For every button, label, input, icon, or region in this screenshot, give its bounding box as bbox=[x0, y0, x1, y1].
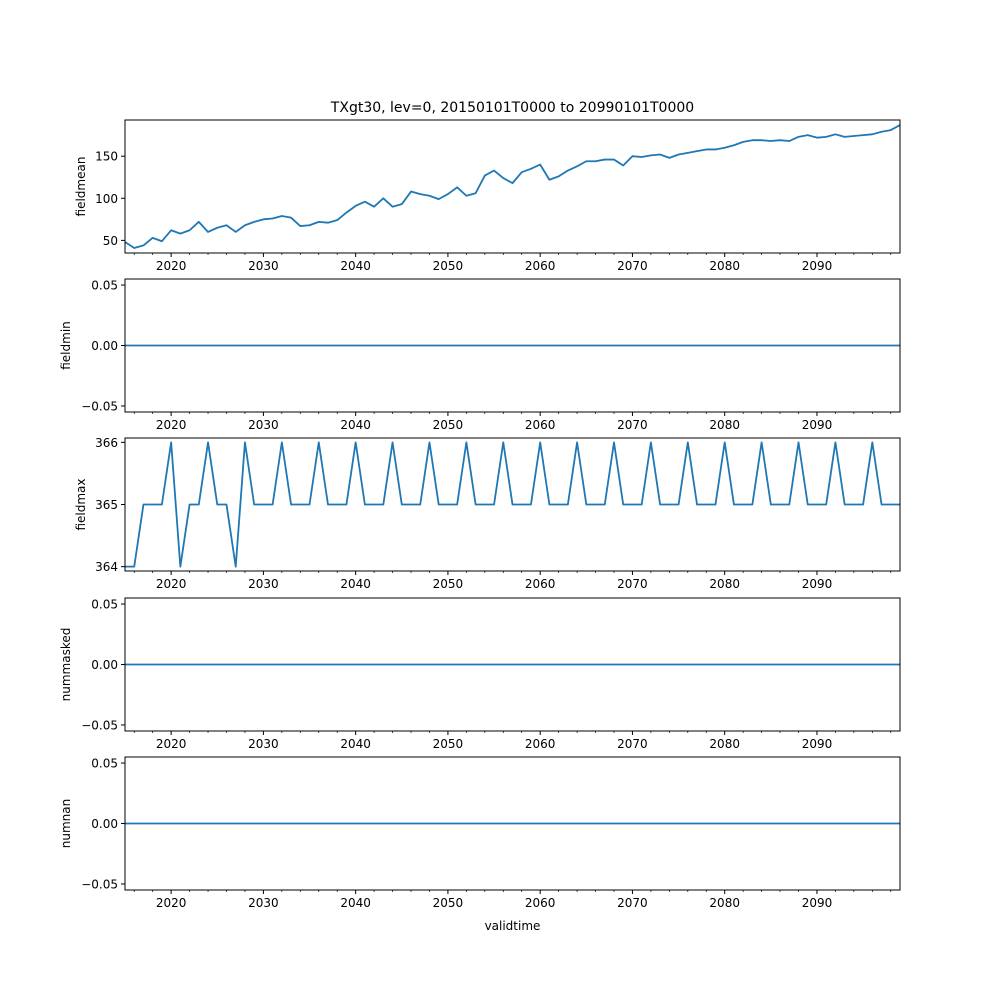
x-axis-label: validtime bbox=[485, 919, 541, 933]
y-tick-label: 0.00 bbox=[91, 658, 118, 672]
x-tick-label: 2060 bbox=[525, 259, 556, 273]
y-tick-label: 0.00 bbox=[91, 339, 118, 353]
y-tick-label: 0.05 bbox=[91, 757, 118, 771]
y-tick-label: 364 bbox=[95, 560, 118, 574]
y-axis-label: numnan bbox=[59, 799, 73, 848]
x-tick-label: 2030 bbox=[248, 737, 279, 751]
x-tick-label: 2070 bbox=[617, 418, 648, 432]
x-tick-label: 2050 bbox=[433, 737, 464, 751]
x-tick-label: 2040 bbox=[340, 418, 371, 432]
x-tick-label: 2020 bbox=[156, 577, 187, 591]
x-tick-label: 2020 bbox=[156, 737, 187, 751]
x-tick-label: 2040 bbox=[340, 259, 371, 273]
y-tick-label: 365 bbox=[95, 498, 118, 512]
x-tick-label: 2070 bbox=[617, 577, 648, 591]
x-tick-label: 2080 bbox=[709, 259, 740, 273]
subplot-fieldmin: 2020 2030 2040 2050 2060 2070 2080 2090 −0.05 0.0… bbox=[59, 278, 901, 432]
y-tick-label: 366 bbox=[95, 436, 118, 450]
x-tick-label: 2030 bbox=[248, 259, 279, 273]
x-tick-label: 2040 bbox=[340, 896, 371, 910]
x-tick-label: 2080 bbox=[709, 896, 740, 910]
x-tick-label: 2060 bbox=[525, 737, 556, 751]
x-tick-label: 2030 bbox=[248, 418, 279, 432]
y-tick-label: 100 bbox=[95, 192, 118, 206]
x-tick-label: 2060 bbox=[525, 418, 556, 432]
y-tick-label: 50 bbox=[103, 234, 118, 248]
x-tick-label: 2090 bbox=[802, 737, 833, 751]
x-tick-label: 2080 bbox=[709, 737, 740, 751]
series-line-fieldmax bbox=[125, 441, 900, 568]
x-tick-label: 2040 bbox=[340, 577, 371, 591]
x-tick-label: 2050 bbox=[433, 418, 464, 432]
x-tick-label: 2090 bbox=[802, 259, 833, 273]
x-tick-label: 2090 bbox=[802, 896, 833, 910]
x-tick-label: 2020 bbox=[156, 896, 187, 910]
x-tick-label: 2060 bbox=[525, 896, 556, 910]
x-tick-label: 2020 bbox=[156, 259, 187, 273]
subplot-numnan: 2020 2030 2040 2050 2060 2070 2080 2090 −0.05 0.0… bbox=[59, 756, 901, 910]
x-tick-label: 2050 bbox=[433, 577, 464, 591]
x-tick-label: 2020 bbox=[156, 418, 187, 432]
x-tick-label: 2050 bbox=[433, 259, 464, 273]
x-tick-label: 2090 bbox=[802, 418, 833, 432]
y-tick-label: 0.05 bbox=[91, 279, 118, 293]
x-tick-label: 2070 bbox=[617, 896, 648, 910]
y-axis-label: fieldmean bbox=[74, 157, 88, 217]
y-tick-label: 0.05 bbox=[91, 598, 118, 612]
x-tick-label: 2050 bbox=[433, 896, 464, 910]
y-tick-label: −0.05 bbox=[81, 718, 118, 732]
series-line-fieldmean bbox=[125, 124, 900, 249]
y-tick-label: −0.05 bbox=[81, 399, 118, 413]
x-tick-label: 2040 bbox=[340, 737, 371, 751]
subplot-nummasked: 2020 2030 2040 2050 2060 2070 2080 2090 −0.05 0.0… bbox=[59, 597, 901, 751]
y-tick-label: −0.05 bbox=[81, 877, 118, 891]
x-tick-label: 2070 bbox=[617, 259, 648, 273]
x-tick-label: 2080 bbox=[709, 418, 740, 432]
x-tick-label: 2030 bbox=[248, 577, 279, 591]
x-tick-label: 2090 bbox=[802, 577, 833, 591]
subplot-fieldmax: 2020 2030 2040 2050 2060 2070 2080 2090 364 365 36… bbox=[74, 436, 901, 591]
x-tick-label: 2070 bbox=[617, 737, 648, 751]
y-axis-label: fieldmax bbox=[74, 478, 88, 530]
x-tick-label: 2030 bbox=[248, 896, 279, 910]
x-tick-label: 2060 bbox=[525, 577, 556, 591]
x-tick-label: 2080 bbox=[709, 577, 740, 591]
chart-title: TXgt30, lev=0, 20150101T0000 to 20990101… bbox=[330, 100, 694, 116]
axes-frame bbox=[124, 119, 901, 254]
y-axis-label: nummasked bbox=[59, 628, 73, 702]
y-tick-label: 150 bbox=[95, 150, 118, 164]
y-axis-label: fieldmin bbox=[59, 321, 73, 370]
y-tick-label: 0.00 bbox=[91, 817, 118, 831]
subplot-fieldmean: 2020 2030 2040 2050 2060 2070 2080 2090 50 100 150… bbox=[74, 119, 901, 273]
